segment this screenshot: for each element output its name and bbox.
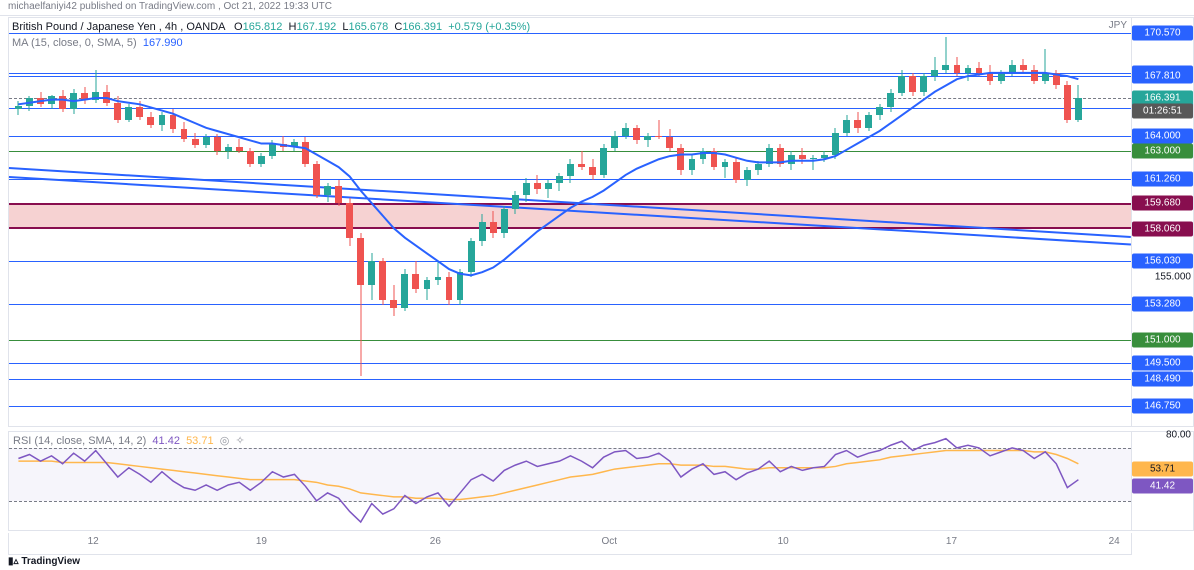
l-val: 165.678 <box>348 21 388 33</box>
footer-logo[interactable]: ▮▵ TradingView <box>8 556 80 570</box>
chg-val: +0.579 <box>448 21 482 33</box>
ma-value: 167.990 <box>143 37 183 49</box>
ma-params: MA (15, close, 0, SMA, 5) <box>12 37 137 49</box>
legend: British Pound / Japanese Yen , 4h , OAND… <box>12 19 530 51</box>
hline[interactable] <box>9 136 1131 137</box>
publish-bar: michaelfaniyi42 published on TradingView… <box>0 0 1194 16</box>
broker: OANDA <box>186 21 225 33</box>
hline[interactable] <box>9 76 1131 77</box>
hline[interactable] <box>9 363 1131 364</box>
y-tick: 155.000 <box>1155 271 1191 282</box>
rsi-band-line <box>9 501 1131 502</box>
hline[interactable] <box>9 261 1131 262</box>
chg-pct: +0.35% <box>489 21 527 33</box>
rsi-tag: 41.42 <box>1132 478 1193 493</box>
price-tag: 163.000 <box>1132 144 1193 159</box>
price-tag: 146.750 <box>1132 399 1193 414</box>
x-tick: 10 <box>778 536 789 547</box>
rsi-axis[interactable]: 80.00 53.7141.42 <box>1132 431 1194 531</box>
x-tick: 24 <box>1109 536 1120 547</box>
logo-icon: ▮▵ <box>8 556 21 567</box>
last-price-line <box>9 98 1131 99</box>
x-tick: 26 <box>430 536 441 547</box>
price-tag: 167.810 <box>1132 68 1193 83</box>
rsi-y-tick: 80.00 <box>1166 429 1191 440</box>
hline[interactable] <box>9 406 1131 407</box>
price-tag: 149.500 <box>1132 356 1193 371</box>
price-tag: 01:26:51 <box>1132 104 1193 119</box>
rsi-band-line <box>9 448 1131 449</box>
price-tag: 161.260 <box>1132 171 1193 186</box>
price-tag: 159.680 <box>1132 196 1193 211</box>
publisher: michaelfaniyi42 <box>8 1 77 12</box>
hline[interactable] <box>9 108 1131 109</box>
site: TradingView.com <box>139 1 215 12</box>
currency-label: JPY <box>1109 20 1127 31</box>
price-tag: 151.000 <box>1132 332 1193 347</box>
visibility-icon[interactable]: ◎ <box>220 435 230 447</box>
o-val: 165.812 <box>243 21 283 33</box>
timestamp: Oct 21, 2022 19:33 UTC <box>224 1 332 12</box>
price-tag: 170.570 <box>1132 25 1193 40</box>
rsi-band <box>9 448 1131 501</box>
hline[interactable] <box>9 304 1131 305</box>
h-val: 167.192 <box>296 21 336 33</box>
time-axis[interactable]: 12 19 26 Oct 10 17 24 <box>8 533 1132 555</box>
rsi-tag: 53.71 <box>1132 462 1193 477</box>
price-tag: 156.030 <box>1132 253 1193 268</box>
price-tag: 164.000 <box>1132 128 1193 143</box>
price-tag: 153.280 <box>1132 296 1193 311</box>
price-pane[interactable]: JPY <box>8 17 1132 427</box>
x-tick: 19 <box>256 536 267 547</box>
hline[interactable] <box>9 340 1131 341</box>
rsi-legend: RSI (14, close, SMA, 14, 2) 41.42 53.71 … <box>13 434 245 447</box>
symbol-name[interactable]: British Pound / Japanese Yen <box>12 21 156 33</box>
price-tag: 158.060 <box>1132 221 1193 236</box>
rsi-value: 41.42 <box>152 435 180 447</box>
x-tick: Oct <box>601 536 617 547</box>
settings-icon[interactable]: ✧ <box>235 435 244 447</box>
rsi-params: RSI (14, close, SMA, 14, 2) <box>13 435 146 447</box>
price-tag: 148.490 <box>1132 372 1193 387</box>
price-axis[interactable]: 155.000170.570167.990167.810165.780164.0… <box>1132 17 1194 427</box>
rsi-signal-value: 53.71 <box>186 435 214 447</box>
c-val: 166.391 <box>402 21 442 33</box>
hline[interactable] <box>9 73 1131 74</box>
hline[interactable] <box>9 151 1131 152</box>
rsi-pane[interactable]: RSI (14, close, SMA, 14, 2) 41.42 53.71 … <box>8 431 1132 531</box>
x-tick: 17 <box>946 536 957 547</box>
hline[interactable] <box>9 379 1131 380</box>
chart-wrap: British Pound / Japanese Yen , 4h , OAND… <box>8 17 1194 556</box>
x-tick: 12 <box>88 536 99 547</box>
interval: 4h <box>165 21 177 33</box>
